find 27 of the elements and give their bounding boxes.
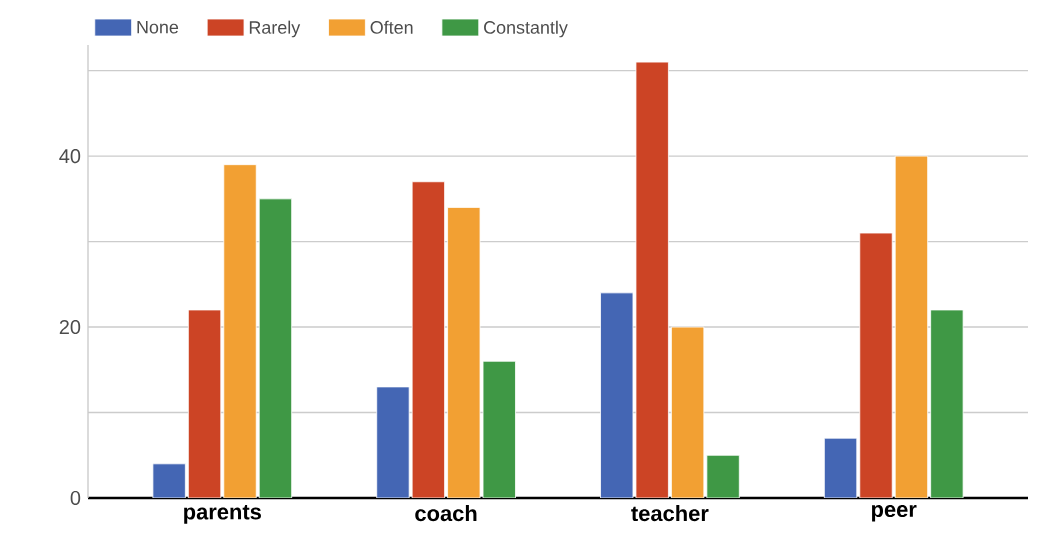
legend-label: Often — [370, 20, 413, 34]
bar — [152, 463, 186, 498]
bar — [187, 309, 222, 498]
bar — [671, 326, 705, 498]
bar — [411, 181, 445, 498]
bar — [894, 155, 929, 498]
bar — [823, 437, 858, 498]
legend-label: Constantly — [484, 20, 568, 38]
bar — [859, 232, 893, 498]
x-tick-label: coach — [415, 505, 477, 522]
bar — [376, 386, 410, 498]
y-tick-label: 40 — [59, 149, 81, 164]
x-tick-label: teacher — [631, 505, 709, 522]
bar — [258, 198, 293, 498]
x-tick-label: peer — [872, 505, 917, 522]
bar — [223, 164, 257, 498]
y-tick-label: 20 — [59, 320, 81, 335]
bar — [600, 292, 634, 498]
bar — [447, 207, 481, 498]
bar — [706, 454, 740, 498]
bar — [930, 309, 964, 498]
y-tick-label: 0 — [70, 490, 81, 506]
bar — [635, 61, 669, 498]
bar — [482, 360, 516, 498]
legend-label: Rarely — [249, 20, 301, 38]
legend-label: None — [137, 20, 179, 34]
x-tick-label: parents — [184, 505, 261, 524]
